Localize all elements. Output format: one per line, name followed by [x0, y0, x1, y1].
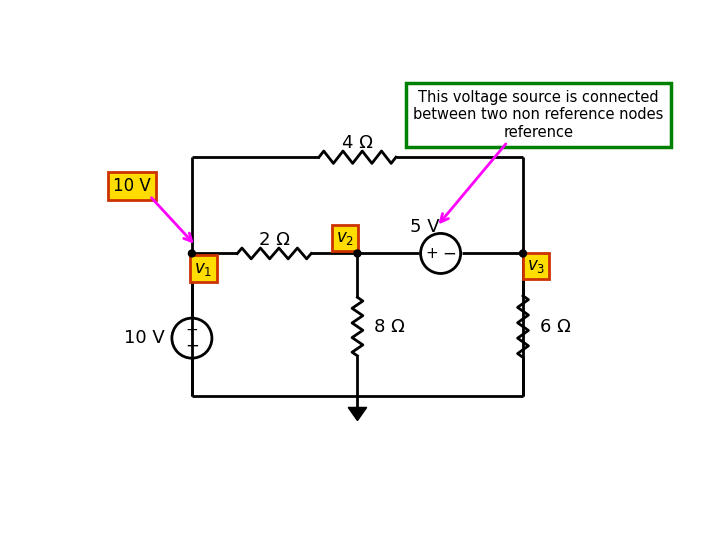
Text: 4 Ω: 4 Ω	[342, 134, 373, 152]
Circle shape	[189, 250, 195, 257]
Text: −: −	[442, 245, 456, 262]
Text: 2 Ω: 2 Ω	[259, 231, 289, 249]
Circle shape	[354, 250, 361, 257]
Circle shape	[520, 250, 526, 257]
Text: 10 V: 10 V	[113, 178, 150, 195]
Polygon shape	[348, 408, 366, 421]
Text: $v_1$: $v_1$	[194, 260, 212, 278]
Text: $v_2$: $v_2$	[336, 230, 354, 247]
Text: +: +	[426, 246, 438, 261]
Text: +: +	[186, 323, 198, 338]
Text: This voltage source is connected
between two non reference nodes
reference: This voltage source is connected between…	[413, 90, 664, 140]
Text: 6 Ω: 6 Ω	[540, 318, 571, 335]
Text: 5 V: 5 V	[410, 218, 440, 235]
Text: 8 Ω: 8 Ω	[374, 318, 405, 335]
Text: 10 V: 10 V	[124, 329, 165, 347]
Text: −: −	[185, 337, 199, 355]
Text: $v_3$: $v_3$	[527, 257, 545, 275]
